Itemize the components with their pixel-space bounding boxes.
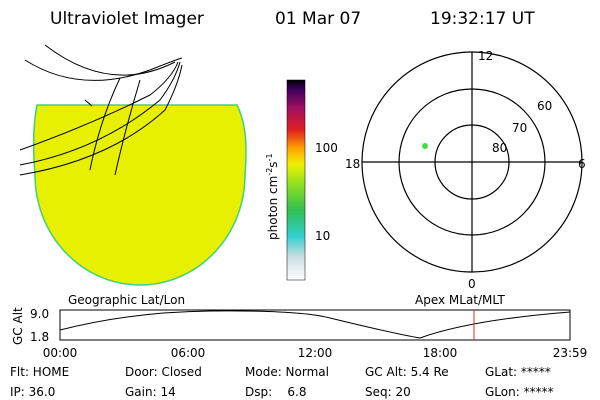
mlt-label: 18	[345, 157, 360, 171]
x-tick-label: 12:00	[298, 346, 333, 360]
title: Ultraviolet Imager	[50, 9, 204, 29]
x-tick-label: 23:59	[553, 346, 588, 360]
status-field: GC Alt: 5.4 Re	[365, 365, 449, 379]
x-tick-label: 00:00	[43, 346, 78, 360]
mlt-label: 6	[578, 157, 586, 171]
time: 19:32:17 UT	[430, 9, 535, 29]
status-field: Gain: 14	[125, 385, 176, 399]
polar-grid	[361, 51, 583, 273]
status-field: IP: 36.0	[10, 385, 55, 399]
plot-title: Apex MLat/MLT	[415, 293, 505, 307]
plot-title: Geographic Lat/Lon	[68, 293, 185, 307]
colorbar-tick: 10	[315, 229, 330, 243]
satellite-marker	[422, 143, 428, 149]
uv-image	[32, 104, 247, 286]
lat-label: 60	[537, 99, 552, 113]
x-tick-label: 18:00	[423, 346, 458, 360]
mlt-label: 0	[468, 277, 476, 291]
date: 01 Mar 07	[275, 9, 361, 29]
altitude-curve	[59, 310, 571, 339]
status-field: Seq: 20	[365, 385, 411, 399]
y-axis-label: GC Alt	[11, 307, 25, 345]
status-panel: Flt: HOME Door: Closed Mode: Normal GC Alt:…	[10, 365, 554, 399]
plot-frame	[59, 309, 571, 341]
lat-label: 70	[512, 121, 527, 135]
color-bar	[286, 79, 306, 281]
lat-label: 80	[492, 141, 507, 155]
y-tick-label: 1.8	[30, 330, 49, 344]
status-field: Flt: HOME	[10, 365, 69, 379]
status-field: GLat: *****	[485, 365, 551, 379]
y-tick-label: 9.0	[30, 307, 49, 321]
colorbar-tick: 100	[315, 141, 338, 155]
status-field: Dsp: 6.8	[245, 385, 307, 399]
map-lines	[19, 44, 183, 176]
mlt-label: 12	[478, 49, 493, 63]
x-tick-label: 06:00	[171, 346, 206, 360]
status-field: GLon: *****	[485, 385, 554, 399]
status-field: Mode: Normal	[245, 365, 329, 379]
colorbar-label: photon cm-2s-1	[265, 153, 280, 240]
status-field: Door: Closed	[125, 365, 202, 379]
